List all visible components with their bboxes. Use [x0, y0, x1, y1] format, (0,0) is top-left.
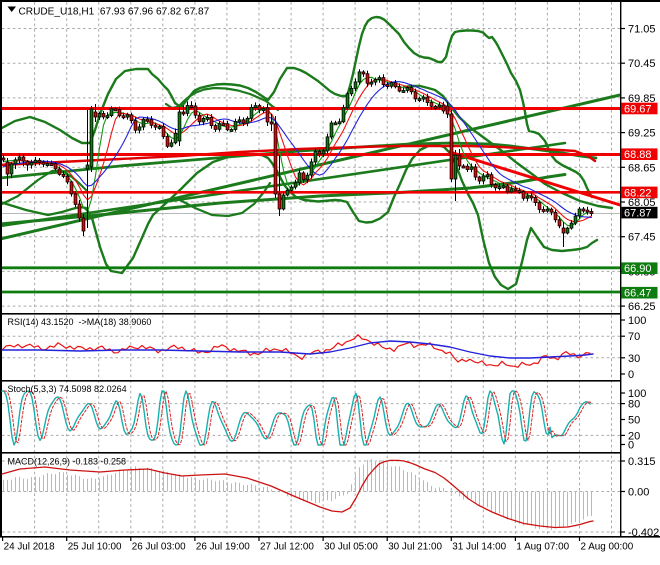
svg-text:68.05: 68.05	[628, 197, 656, 209]
svg-text:68.88: 68.88	[624, 149, 652, 161]
svg-text:100: 100	[628, 388, 646, 400]
svg-text:31 Jul 14:00: 31 Jul 14:00	[452, 542, 506, 553]
svg-text:0: 0	[628, 369, 634, 381]
svg-text:68.22: 68.22	[624, 187, 652, 199]
svg-text:50: 50	[628, 415, 640, 427]
svg-text:RSI(14) 43.1520 ->MA(18) 38.9: RSI(14) 43.1520 ->MA(18) 38.9060	[8, 317, 152, 327]
svg-text:69.67: 69.67	[624, 104, 652, 116]
svg-text:30: 30	[628, 353, 640, 365]
svg-text:30 Jul 05:00: 30 Jul 05:00	[324, 542, 378, 553]
svg-text:69.85: 69.85	[628, 93, 656, 105]
svg-text:67.45: 67.45	[628, 232, 656, 244]
svg-text:20: 20	[628, 430, 640, 442]
svg-text:24 Jul 2018: 24 Jul 2018	[4, 542, 56, 553]
svg-text:30 Jul 21:00: 30 Jul 21:00	[388, 542, 442, 553]
svg-text:1 Aug 07:00: 1 Aug 07:00	[516, 542, 569, 553]
svg-text:66.25: 66.25	[628, 301, 656, 313]
svg-text:70.45: 70.45	[628, 58, 656, 70]
svg-text:2 Aug 00:00: 2 Aug 00:00	[581, 542, 634, 553]
svg-text:25 Jul 10:00: 25 Jul 10:00	[68, 542, 122, 553]
svg-text:26 Jul 03:00: 26 Jul 03:00	[132, 542, 186, 553]
svg-text:80: 80	[628, 399, 640, 411]
svg-text:69.25: 69.25	[628, 128, 656, 140]
svg-text:MACD(12,26,9) -0.183 -0.258: MACD(12,26,9) -0.183 -0.258	[8, 457, 127, 467]
svg-text:27 Jul 12:00: 27 Jul 12:00	[260, 542, 314, 553]
svg-text:0.00: 0.00	[628, 487, 649, 499]
svg-text:26 Jul 19:00: 26 Jul 19:00	[196, 542, 250, 553]
svg-text:66.90: 66.90	[624, 263, 652, 275]
svg-text:CRUDE_U18,H1 67.93 67.96 67.8: CRUDE_U18,H1 67.93 67.96 67.82 67.87	[19, 7, 210, 18]
svg-text:71.05: 71.05	[628, 24, 656, 36]
svg-text:0: 0	[628, 440, 634, 452]
svg-text:0.315: 0.315	[628, 456, 656, 468]
svg-text:100: 100	[628, 315, 646, 327]
svg-text:66.47: 66.47	[624, 288, 652, 300]
svg-text:-0.402: -0.402	[628, 527, 659, 539]
svg-text:68.65: 68.65	[628, 162, 656, 174]
svg-text:Stoch(5,3,3) 74.5098 82.0264: Stoch(5,3,3) 74.5098 82.0264	[8, 384, 127, 394]
svg-text:70: 70	[628, 331, 640, 343]
svg-text:67.87: 67.87	[624, 208, 652, 220]
